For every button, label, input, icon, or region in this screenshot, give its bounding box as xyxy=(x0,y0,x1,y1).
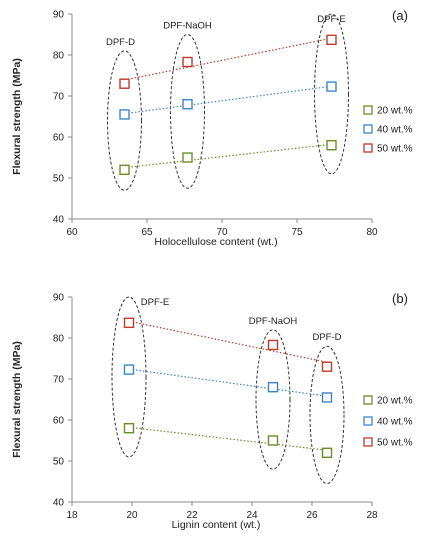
data-point xyxy=(321,447,333,458)
data-point xyxy=(326,139,337,151)
data-point xyxy=(267,382,279,393)
y-axis-label: Flexural strength (MPa) xyxy=(11,58,23,175)
group-ellipse xyxy=(314,13,349,175)
y-tick-label: 70 xyxy=(53,375,65,386)
y-axis-label: Flexural strength (MPa) xyxy=(11,341,23,458)
y-tick-label: 70 xyxy=(53,92,65,103)
legend-marker xyxy=(363,395,373,405)
y-tick-label: 40 xyxy=(53,498,65,509)
data-point xyxy=(267,435,279,446)
x-axis-label: Lignin content (wt.) xyxy=(172,519,261,531)
data-point xyxy=(182,56,193,68)
y-tick-label: 40 xyxy=(53,215,65,226)
x-tick-label: 60 xyxy=(66,227,78,238)
chart-panel-a: 40 50 60 70 80 90 60 65 70 75 80 Holocellulose cont… xyxy=(11,8,413,248)
x-tick-label: 20 xyxy=(126,510,138,521)
legend-marker xyxy=(363,143,373,153)
data-point xyxy=(123,364,135,375)
x-tick-label: 65 xyxy=(141,227,153,238)
group-ellipse xyxy=(107,50,142,191)
data-point xyxy=(267,339,279,351)
group-ellipse xyxy=(111,296,147,458)
trendline-40wt xyxy=(124,85,332,115)
x-tick-label: 24 xyxy=(246,510,258,521)
trendline-40wt xyxy=(128,368,328,397)
data-point xyxy=(321,392,333,403)
group-ellipse xyxy=(255,329,291,470)
chart-panel-b: 40 50 60 70 80 90 18 20 22 24 26 28 Lignin content (… xyxy=(11,291,413,531)
legend-label: 40 wt.% xyxy=(377,417,413,428)
legend-label: 50 wt.% xyxy=(377,438,413,449)
x-tick-label: 75 xyxy=(291,227,303,238)
y-tick-label: 80 xyxy=(53,334,65,345)
x-tick-label: 26 xyxy=(306,510,318,521)
legend-marker xyxy=(363,105,373,115)
data-point xyxy=(123,423,135,434)
legend-marker xyxy=(363,437,373,447)
group-label: DPF-NaOH xyxy=(249,316,298,327)
y-tick-label: 60 xyxy=(53,416,65,427)
data-point xyxy=(123,317,135,329)
x-tick-label: 18 xyxy=(66,510,78,521)
legend-label: 50 wt.% xyxy=(377,144,413,155)
group-label: DPF-D xyxy=(106,37,135,48)
data-point xyxy=(326,34,337,46)
trendline-20wt xyxy=(124,143,332,169)
y-tick-label: 90 xyxy=(53,293,65,304)
group-ellipse xyxy=(309,345,345,485)
x-axis-label: Holocellulose content (wt.) xyxy=(154,236,277,248)
data-point xyxy=(119,109,130,120)
group-label: DPF-NaOH xyxy=(163,21,212,32)
group-ellipse xyxy=(170,34,205,189)
legend-label: 40 wt.% xyxy=(377,125,413,136)
data-point xyxy=(119,78,130,89)
x-tick-label: 22 xyxy=(186,510,198,521)
data-point xyxy=(119,164,130,176)
data-point xyxy=(326,81,337,92)
x-tick-label: 80 xyxy=(366,227,378,238)
group-label: DPF-E xyxy=(317,14,346,25)
panel-label: (a) xyxy=(392,8,408,23)
y-tick-label: 90 xyxy=(53,10,65,21)
y-tick-label: 80 xyxy=(53,51,65,62)
trendline-20wt xyxy=(128,426,328,451)
x-tick-label: 28 xyxy=(366,510,378,521)
data-point xyxy=(182,98,193,110)
legend-label: 20 wt.% xyxy=(377,396,413,407)
data-point xyxy=(321,361,333,372)
y-tick-label: 50 xyxy=(53,174,65,185)
legend-marker xyxy=(363,124,373,134)
x-tick-label: 70 xyxy=(216,227,228,238)
legend-marker xyxy=(363,416,373,426)
group-label: DPF-E xyxy=(141,297,170,308)
y-tick-label: 60 xyxy=(53,133,65,144)
data-point xyxy=(182,152,193,163)
group-label: DPF-D xyxy=(312,332,341,343)
legend-label: 20 wt.% xyxy=(377,106,413,117)
trendline-50wt xyxy=(128,320,328,363)
panel-label: (b) xyxy=(392,291,408,306)
y-tick-label: 50 xyxy=(53,457,65,468)
trendline-50wt xyxy=(124,37,332,81)
